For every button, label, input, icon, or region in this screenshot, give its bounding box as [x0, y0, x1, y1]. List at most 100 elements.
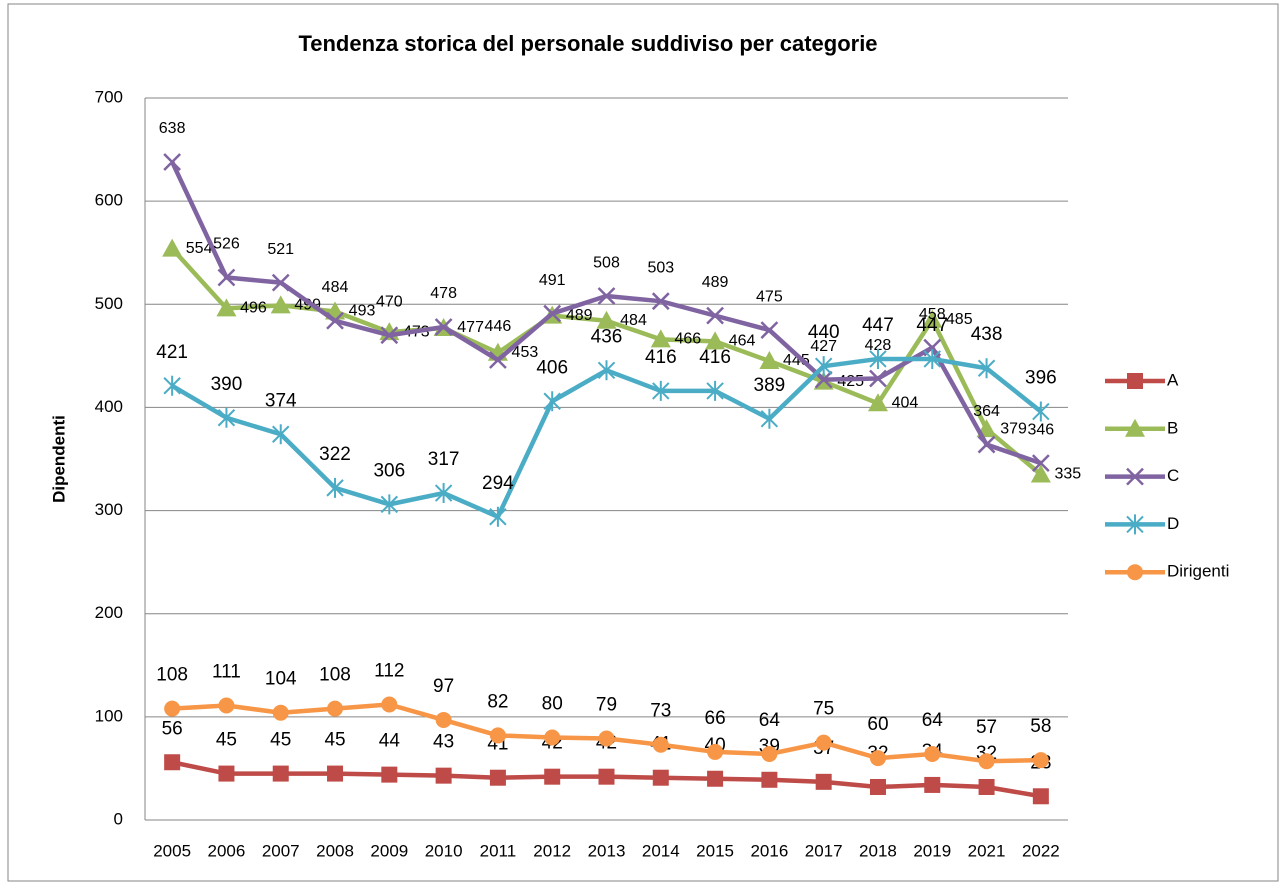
marker [597, 287, 616, 305]
data-label: 390 [211, 374, 243, 395]
legend-item: D [1105, 514, 1179, 535]
data-label: 364 [973, 403, 1000, 420]
y-tick-label: 500 [95, 294, 123, 313]
data-label: 396 [1025, 368, 1057, 389]
y-tick-label: 400 [95, 397, 123, 416]
marker [1032, 788, 1049, 805]
data-label: 453 [512, 344, 539, 361]
marker [978, 778, 995, 795]
marker [489, 769, 506, 786]
data-label: 458 [919, 306, 946, 323]
data-label: 80 [542, 694, 563, 715]
data-label: 45 [216, 730, 237, 751]
marker [271, 273, 290, 292]
marker [272, 765, 289, 782]
marker [163, 375, 181, 396]
marker [543, 304, 562, 323]
marker [217, 268, 236, 287]
marker [489, 727, 506, 744]
legend-label: A [1167, 370, 1179, 389]
data-label: 112 [374, 660, 404, 681]
data-label: 484 [620, 312, 647, 329]
marker [978, 753, 995, 770]
data-label: 466 [674, 331, 701, 348]
series: 108 111 104 108 112 97 82 80 79 73 66 64 75 60 64 57 58 [156, 660, 1051, 770]
marker [650, 329, 671, 348]
x-tick-label: 2016 [750, 841, 788, 860]
marker [706, 380, 724, 401]
data-label: 97 [433, 676, 454, 697]
data-label: 499 [294, 297, 321, 314]
marker [1127, 564, 1143, 581]
data-label: 406 [536, 357, 568, 378]
data-label: 79 [596, 695, 617, 716]
legend-item: Dirigenti [1105, 562, 1229, 581]
data-label: 477 [457, 319, 484, 336]
chart-title: Tendenza storica del personale suddiviso… [298, 31, 877, 56]
data-label: 478 [430, 285, 457, 302]
marker [218, 697, 235, 714]
data-label: 294 [482, 473, 514, 494]
marker [544, 729, 561, 746]
x-tick-label: 2021 [968, 841, 1006, 860]
data-label: 306 [373, 460, 405, 481]
data-label: 44 [379, 731, 401, 752]
data-label: 322 [319, 444, 351, 465]
marker [543, 391, 561, 412]
data-label: 58 [1030, 716, 1051, 737]
data-label: 428 [865, 337, 892, 354]
data-label: 638 [159, 120, 186, 137]
marker [1032, 401, 1050, 422]
data-label: 60 [867, 714, 888, 735]
data-label: 66 [705, 708, 726, 729]
data-label: 64 [922, 710, 944, 731]
data-label: 45 [324, 730, 345, 751]
x-tick-label: 2014 [642, 841, 680, 860]
data-label: 416 [645, 347, 677, 368]
legend-item: C [1105, 466, 1179, 486]
marker [217, 407, 236, 428]
data-label: 317 [428, 449, 460, 470]
data-label: 475 [756, 288, 783, 305]
marker [652, 769, 669, 786]
data-label: 111 [212, 662, 241, 683]
marker [164, 754, 181, 771]
marker [1127, 373, 1143, 389]
marker [652, 736, 669, 753]
marker [705, 331, 726, 350]
marker [434, 483, 453, 504]
data-label: 447 [916, 315, 948, 336]
marker [598, 768, 615, 785]
marker [1031, 454, 1050, 473]
marker [707, 770, 724, 787]
marker [162, 238, 183, 257]
marker [759, 351, 780, 370]
marker [760, 408, 779, 429]
legend-item: B [1105, 418, 1178, 437]
data-label: 554 [186, 240, 213, 257]
x-tick-label: 2019 [913, 841, 951, 860]
marker [814, 356, 833, 377]
marker [489, 506, 507, 527]
marker [707, 743, 724, 760]
data-label: 427 [810, 338, 837, 355]
legend-label: D [1167, 514, 1179, 533]
x-tick-label: 2017 [805, 841, 843, 860]
marker [489, 351, 507, 369]
x-tick-label: 2007 [262, 841, 300, 860]
marker [380, 326, 399, 345]
x-tick-label: 2006 [208, 841, 246, 860]
data-label: 43 [433, 732, 454, 753]
data-label: 438 [971, 324, 1003, 345]
x-tick-label: 2011 [480, 841, 517, 860]
marker [1032, 752, 1049, 769]
marker [272, 424, 290, 445]
y-tick-label: 600 [95, 191, 123, 210]
marker [761, 771, 778, 788]
x-tick-label: 2010 [425, 841, 463, 860]
data-label: 346 [1028, 421, 1055, 438]
marker [977, 358, 996, 379]
y-axis-label: Dipendenti [49, 415, 68, 503]
